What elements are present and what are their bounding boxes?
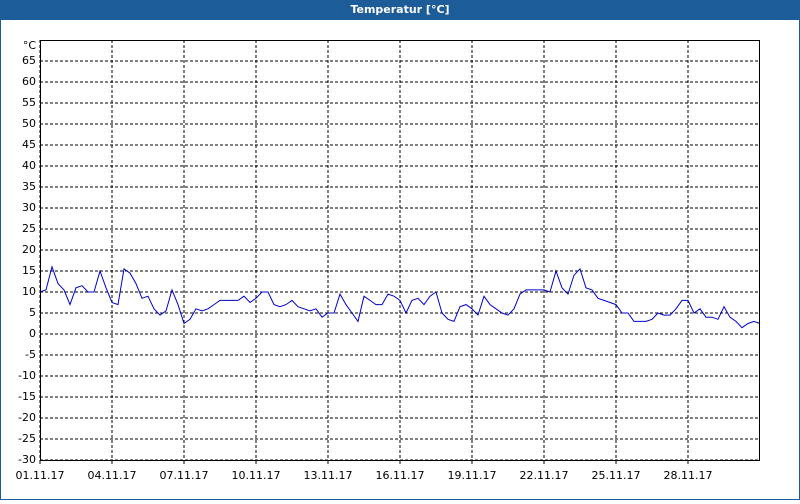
x-tick-label: 04.11.17	[88, 469, 137, 482]
y-tick-label: 25	[22, 222, 36, 235]
y-tick-label: 45	[22, 138, 36, 151]
x-tick-label: 28.11.17	[664, 469, 713, 482]
y-tick-label: -30	[18, 453, 36, 466]
y-tick-label: 10	[22, 285, 36, 298]
x-tick-label: 19.11.17	[448, 469, 497, 482]
y-tick-label: 15	[22, 264, 36, 277]
x-tick-label: 01.11.17	[16, 469, 65, 482]
x-tick-label: 13.11.17	[304, 469, 353, 482]
y-tick-label: 50	[22, 117, 36, 130]
y-tick-label: 40	[22, 159, 36, 172]
plot-border	[40, 40, 760, 461]
y-tick-label: -25	[18, 432, 36, 445]
y-tick-label: 30	[22, 201, 36, 214]
plot-area: -30 -25 -20 -15 -10 -5 0 5 10 15 20 25 30 35 40 45 50 55 6…	[16, 40, 761, 482]
x-tick-label: 25.11.17	[592, 469, 641, 482]
y-tick-label: 55	[22, 96, 36, 109]
temperature-line	[39, 265, 761, 329]
y-tick-label: 20	[22, 243, 36, 256]
y-tick-label: 65	[22, 54, 36, 67]
y-tick-label: -10	[18, 369, 36, 382]
y-tick-label: -15	[18, 390, 36, 403]
y-tick-label: -20	[18, 411, 36, 424]
x-tick-label: 07.11.17	[160, 469, 209, 482]
x-tick-label: 16.11.17	[376, 469, 425, 482]
x-tick-label: 22.11.17	[520, 469, 569, 482]
y-unit-label: °C	[23, 39, 37, 52]
y-tick-label: 0	[29, 327, 36, 340]
chart-title: Temperatur [°C]	[350, 3, 449, 16]
y-tick-label: 5	[29, 306, 36, 319]
y-tick-label: 35	[22, 180, 36, 193]
y-tick-label: 60	[22, 75, 36, 88]
y-tick-label: -5	[25, 348, 36, 361]
x-tick-label: 10.11.17	[232, 469, 281, 482]
title-bar	[0, 0, 800, 20]
